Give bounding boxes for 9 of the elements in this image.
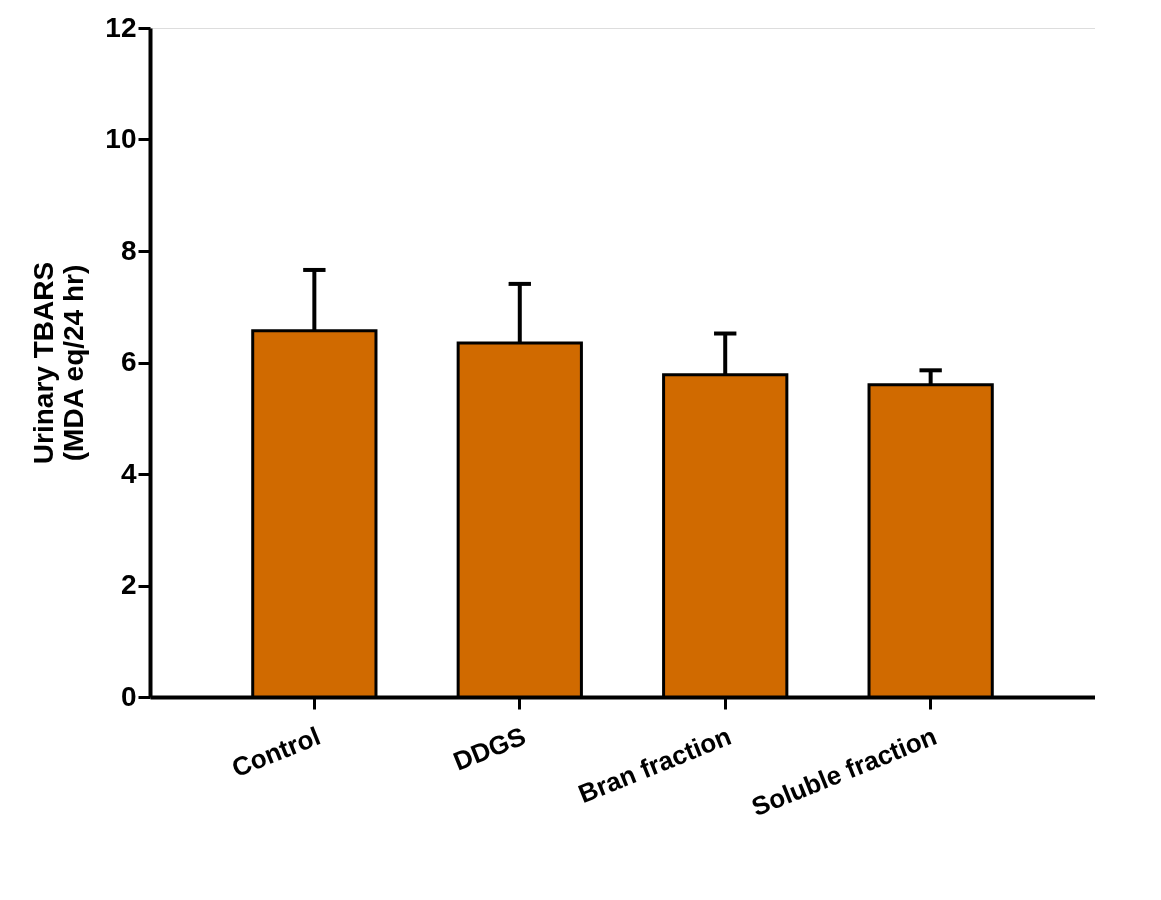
y-tick-label: 2 — [120, 569, 137, 600]
y-tick-label: 8 — [120, 234, 137, 266]
x-tick-label: DDGS — [449, 720, 530, 777]
y-tick-label: 0 — [120, 680, 137, 712]
y-tick-label: 4 — [120, 457, 137, 489]
y-tick-label: 10 — [105, 123, 137, 154]
y-tick-label: 12 — [105, 11, 137, 43]
y-tick-label: 6 — [120, 346, 137, 377]
y-axis-title: Urinary TBARS (MDA eq/24 hr) — [28, 261, 90, 465]
